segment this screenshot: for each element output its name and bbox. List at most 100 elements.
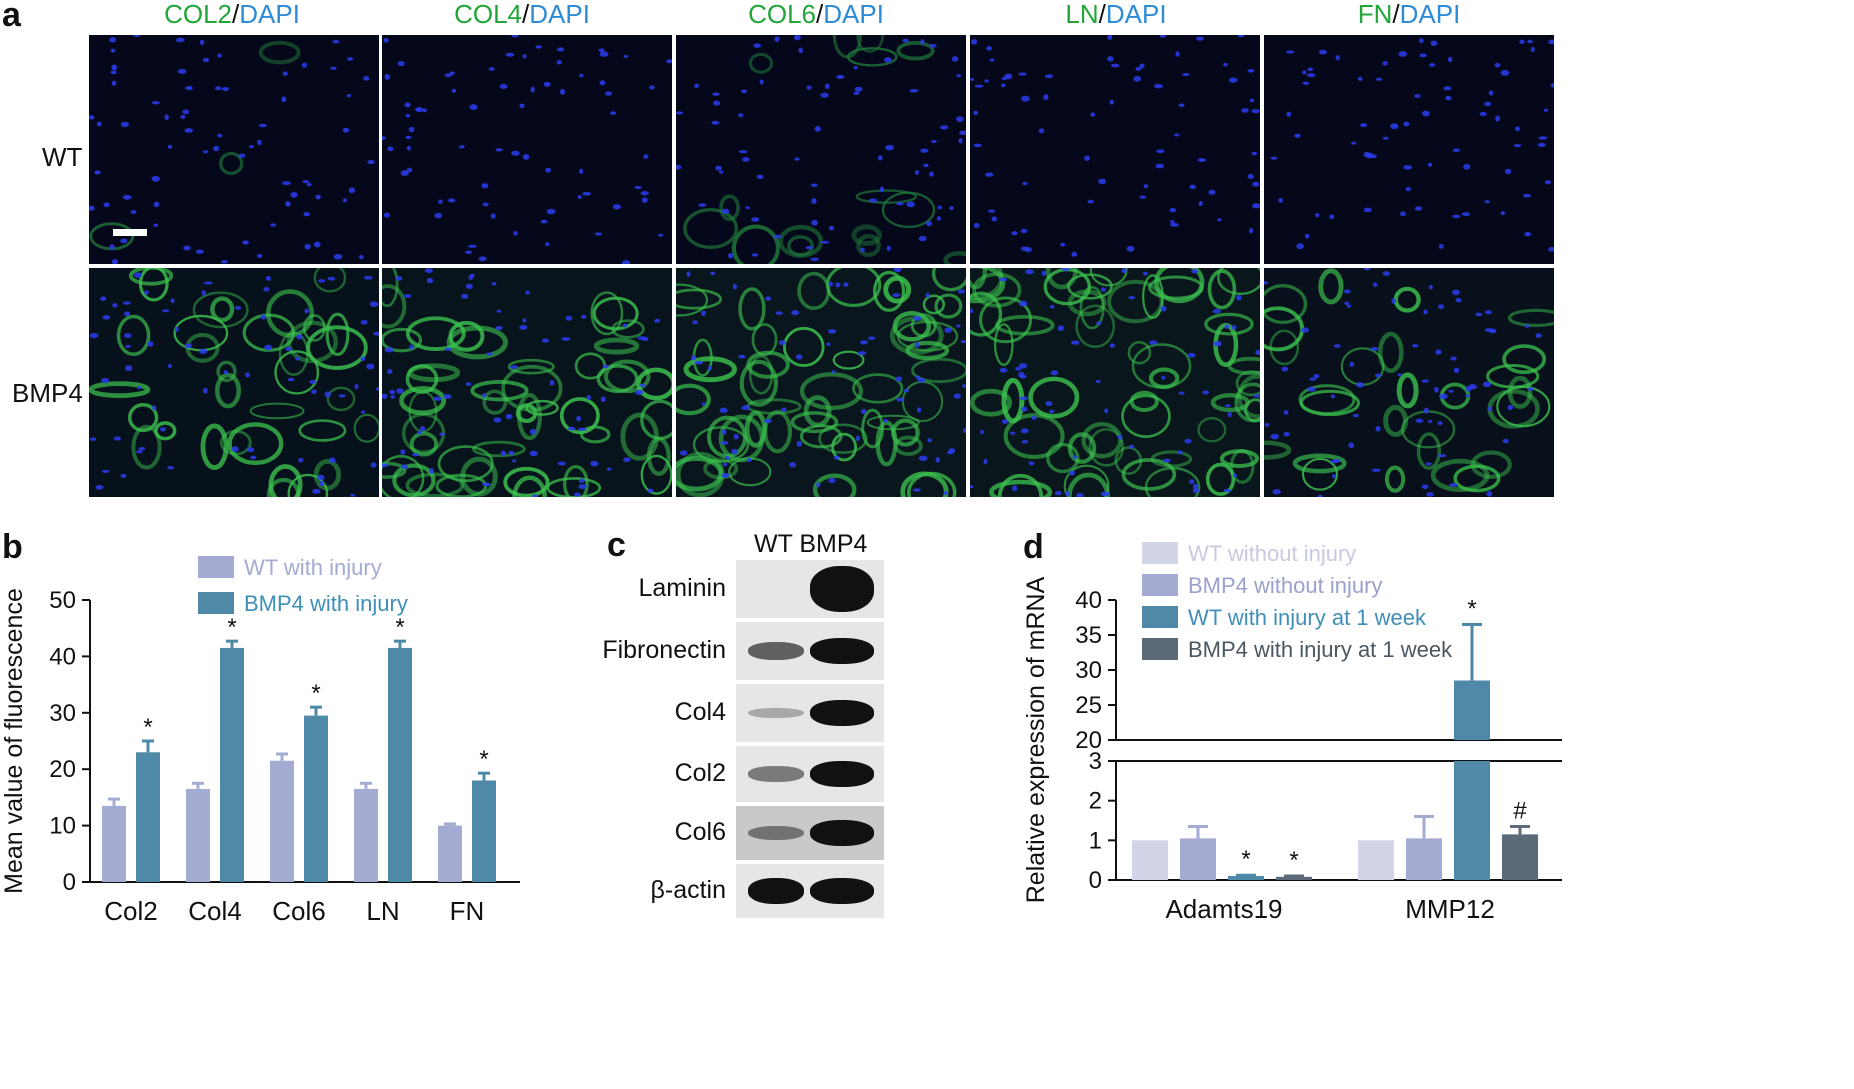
dapi-label: DAPI xyxy=(529,0,590,29)
bar-upper-mmp12 xyxy=(1454,680,1490,740)
micrograph-bmp4-col4 xyxy=(382,268,672,497)
panel-b-letter: b xyxy=(2,528,23,566)
micrograph-wt-col4 xyxy=(382,35,672,264)
x-tick-label: LN xyxy=(366,896,399,926)
significance-mark: * xyxy=(143,714,152,741)
significance-mark: * xyxy=(1467,596,1476,623)
band-bmp4 xyxy=(810,700,874,726)
y-tick-label: 40 xyxy=(49,643,76,670)
band-wt xyxy=(748,707,804,719)
blot-label-fibronectin: Fibronectin xyxy=(602,636,726,664)
legend-label: BMP4 without injury xyxy=(1188,573,1382,598)
x-tick-label: FN xyxy=(450,896,485,926)
bar-wt-with-injury-ln xyxy=(354,788,378,882)
legend-label: WT with injury xyxy=(244,555,382,580)
y-tick-label: 40 xyxy=(1075,587,1102,614)
marker-label: COL4 xyxy=(454,0,522,29)
micrograph-bmp4-col2 xyxy=(89,268,379,497)
bar-mmp12-0 xyxy=(1358,840,1394,880)
chart-d: 0 1 2 320 25 30 35 40 Relative expression of mRN… xyxy=(1022,541,1562,924)
bar-mmp12-1 xyxy=(1406,838,1442,880)
band-bmp4 xyxy=(810,638,874,664)
legend-swatch xyxy=(1142,542,1178,564)
bar-bmp4-with-injury-fn xyxy=(472,780,496,882)
panel-a-letter: a xyxy=(2,0,21,34)
legend-label: WT without injury xyxy=(1188,541,1356,566)
row-label-bmp4: BMP4 xyxy=(12,378,83,408)
dapi-label: DAPI xyxy=(239,0,300,29)
separator: / xyxy=(1098,0,1106,29)
blot-label-laminin: Laminin xyxy=(638,574,726,602)
bar-lower-mmp12 xyxy=(1454,761,1490,880)
significance-mark: * xyxy=(311,680,320,707)
y-tick-label: 0 xyxy=(1089,867,1102,894)
bar-bmp4-with-injury-ln xyxy=(388,647,412,882)
significance-mark: * xyxy=(395,614,404,641)
marker-label: COL2 xyxy=(164,0,232,29)
column-heading-col4: COL4/DAPI xyxy=(372,0,672,30)
panel-d-letter: d xyxy=(1023,528,1044,566)
panel-c-letter: c xyxy=(607,526,626,564)
legend-swatch xyxy=(198,556,234,578)
band-bmp4 xyxy=(810,761,874,787)
bar-adamts19-1 xyxy=(1180,838,1216,880)
column-heading-col6: COL6/DAPI xyxy=(666,0,966,30)
band-wt xyxy=(748,825,804,841)
significance-mark: * xyxy=(1241,846,1250,873)
band-wt xyxy=(748,878,804,904)
separator: / xyxy=(522,0,530,29)
y-tick-label: 20 xyxy=(1075,727,1102,754)
bar-mmp12-3 xyxy=(1502,834,1538,880)
legend-label: BMP4 with injury at 1 week xyxy=(1188,637,1453,662)
y-tick-label: 3 xyxy=(1089,748,1102,775)
micrograph-wt-ln xyxy=(970,35,1260,264)
legend-swatch xyxy=(1142,638,1178,660)
y-tick-label: 2 xyxy=(1089,788,1102,815)
y-tick-label: 30 xyxy=(49,700,76,727)
significance-mark: * xyxy=(1289,847,1298,874)
y-tick-label: 35 xyxy=(1075,622,1102,649)
blot-header: WT BMP4 xyxy=(754,530,868,558)
chart-b: 0 10 20 30 40 50 Mean value of fluorescence * Co… xyxy=(0,555,520,926)
band-bmp4 xyxy=(810,566,874,612)
bar-adamts19-0 xyxy=(1132,840,1168,880)
significance-mark: * xyxy=(227,614,236,641)
micrograph-wt-fn xyxy=(1264,35,1554,264)
bar-wt-with-injury-col6 xyxy=(270,760,294,882)
band-bmp4 xyxy=(810,878,874,904)
legend-label: BMP4 with injury xyxy=(244,591,408,616)
x-tick-label: Col2 xyxy=(104,896,157,926)
micrograph-wt-col6 xyxy=(676,35,966,264)
significance-mark: * xyxy=(479,746,488,773)
marker-label: LN xyxy=(1065,0,1099,29)
dapi-label: DAPI xyxy=(1105,0,1167,29)
separator: / xyxy=(1392,0,1400,29)
bar-adamts19-2 xyxy=(1228,876,1264,880)
x-tick-label: MMP12 xyxy=(1405,894,1495,924)
legend-swatch xyxy=(198,592,234,614)
x-tick-label: Adamts19 xyxy=(1165,894,1282,924)
column-heading-col2: COL2/DAPI xyxy=(82,0,382,30)
legend-label: WT with injury at 1 week xyxy=(1188,605,1427,630)
bar-wt-with-injury-fn xyxy=(438,825,462,882)
band-bmp4 xyxy=(810,820,874,846)
blot-label--actin: β-actin xyxy=(650,876,726,904)
legend-swatch xyxy=(1142,574,1178,596)
y-tick-label: 10 xyxy=(49,813,76,840)
column-heading-fn: FN/DAPI xyxy=(1259,0,1559,30)
column-heading-ln: LN/DAPI xyxy=(966,0,1266,30)
bar-wt-with-injury-col4 xyxy=(186,788,210,882)
marker-label: FN xyxy=(1357,0,1393,29)
y-tick-label: 50 xyxy=(49,587,76,614)
y-tick-label: 1 xyxy=(1089,827,1102,854)
row-label-wt: WT xyxy=(42,142,83,172)
blot-label-col6: Col6 xyxy=(674,818,726,846)
bar-bmp4-with-injury-col6 xyxy=(304,715,328,882)
blot-label-col4: Col4 xyxy=(674,698,726,726)
band-wt xyxy=(748,642,804,660)
legend-swatch xyxy=(1142,606,1178,628)
band-wt xyxy=(748,766,804,782)
micrograph-bmp4-ln xyxy=(970,268,1260,497)
y-tick-label: 0 xyxy=(63,869,76,896)
separator: / xyxy=(232,0,240,29)
